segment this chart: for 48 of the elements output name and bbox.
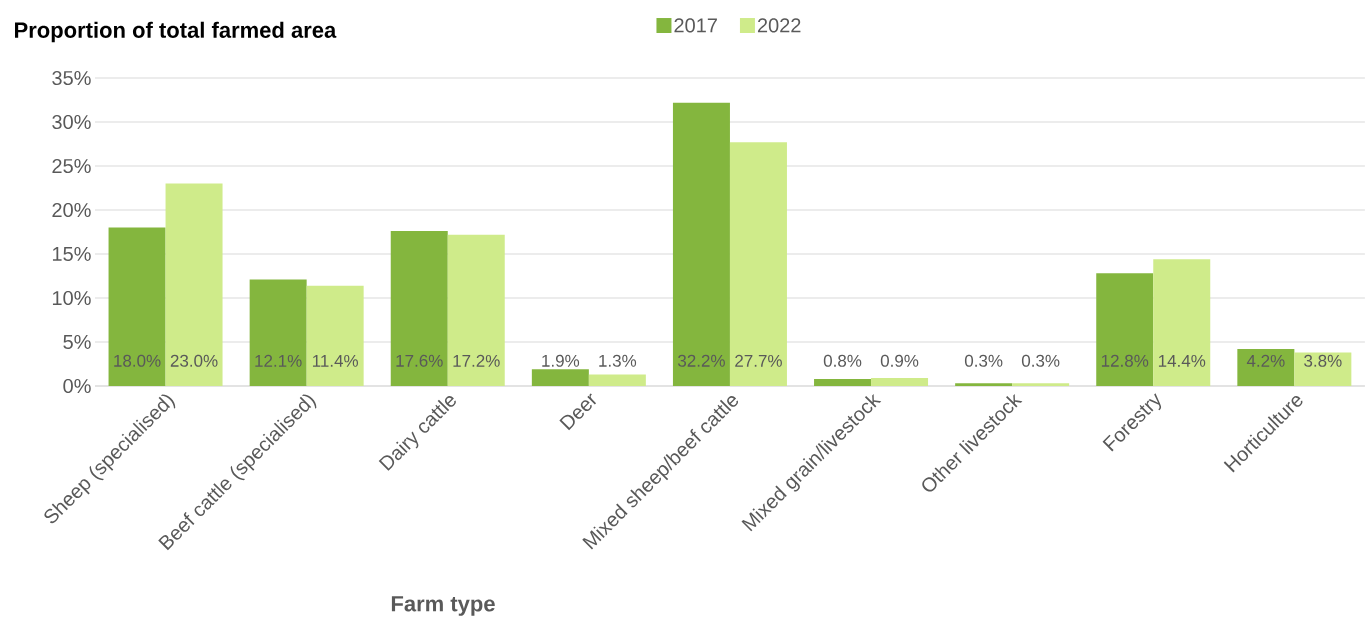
y-tick-label: 20% [52, 202, 91, 218]
y-tick-label: 30% [52, 114, 91, 130]
x-axis-title: Farm type [391, 596, 495, 616]
data-label: 12.8% [1101, 354, 1149, 367]
legend-label: 2017 [674, 18, 717, 33]
bar [447, 234, 505, 386]
y-tick-label: 15% [52, 246, 91, 262]
y-tick-label: 5% [63, 334, 91, 350]
y-tick-label: 35% [52, 70, 91, 86]
bar [165, 183, 223, 386]
bar [390, 231, 448, 386]
bar [1237, 349, 1295, 386]
data-label: 0.3% [964, 354, 1003, 367]
bar [249, 279, 307, 386]
data-label: 1.9% [542, 354, 580, 367]
data-label: 4.2% [1246, 354, 1285, 367]
data-label: 32.2% [677, 354, 725, 367]
data-label: 27.7% [735, 354, 782, 367]
data-label: 1.3% [599, 354, 637, 367]
bar [814, 378, 872, 386]
y-tick-label: 10% [52, 290, 91, 306]
bar [672, 102, 730, 386]
data-label: 18.0% [114, 354, 161, 367]
y-tick-label: 0% [63, 378, 91, 394]
data-label: 11.4% [312, 354, 359, 367]
data-label: 3.8% [1304, 354, 1342, 367]
data-label: 0.8% [823, 354, 862, 367]
bar [588, 374, 646, 386]
bar [1153, 259, 1211, 386]
y-tick-label: 25% [52, 158, 91, 174]
bar [108, 227, 166, 386]
legend-label: 2022 [757, 18, 801, 33]
bar [1012, 383, 1070, 386]
data-label: 17.2% [453, 354, 500, 367]
bar [871, 378, 929, 386]
bar [1096, 273, 1154, 386]
data-label: 12.1% [255, 354, 302, 367]
data-label: 17.6% [396, 354, 443, 367]
bar [1294, 352, 1352, 386]
chart-title: Proportion of total farmed area [15, 21, 337, 43]
bar [306, 285, 364, 386]
data-label: 0.9% [880, 354, 919, 367]
bar [729, 142, 787, 386]
data-label: 0.3% [1021, 354, 1060, 367]
bar [955, 383, 1013, 386]
data-label: 14.4% [1158, 354, 1206, 367]
bar [531, 369, 589, 386]
data-label: 23.0% [170, 354, 218, 367]
